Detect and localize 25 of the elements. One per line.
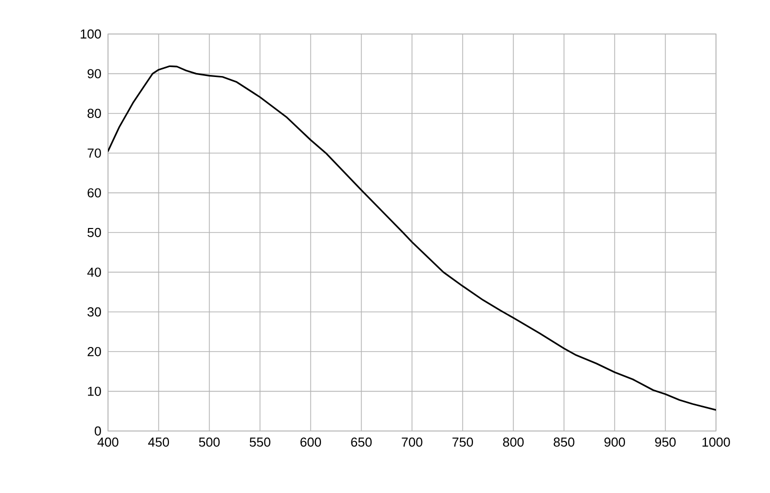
y-tick-label: 50 xyxy=(88,228,101,238)
x-tick-label: 800 xyxy=(503,438,524,447)
x-tick-label: 1000 xyxy=(702,438,730,447)
x-tick-label: 650 xyxy=(351,438,372,447)
y-tick-label: 30 xyxy=(88,307,101,316)
x-tick-label: 750 xyxy=(452,438,474,447)
y-tick-label: 20 xyxy=(88,346,101,356)
x-tick-label: 950 xyxy=(655,438,676,447)
y-tick-label: 10 xyxy=(88,386,101,396)
x-tick-label: 600 xyxy=(300,438,322,447)
line-series xyxy=(108,65,716,411)
x-tick-label: 400 xyxy=(97,438,118,447)
x-tick-label: 900 xyxy=(604,438,626,447)
y-tick-label: 100 xyxy=(80,29,101,39)
x-tick-label: 450 xyxy=(148,438,170,447)
x-tick-label: 850 xyxy=(554,438,574,447)
y-tick-label: 80 xyxy=(88,108,101,118)
y-tick-label: 40 xyxy=(87,268,101,277)
x-tick-label: 550 xyxy=(250,438,270,447)
y-tick-label: 60 xyxy=(88,188,101,198)
y-tick-label: 70 xyxy=(88,148,101,158)
y-tick-label: 90 xyxy=(88,69,101,78)
x-tick-label: 500 xyxy=(199,438,220,447)
y-tick-label: 0 xyxy=(94,426,101,436)
x-tick-label: 700 xyxy=(402,438,422,447)
